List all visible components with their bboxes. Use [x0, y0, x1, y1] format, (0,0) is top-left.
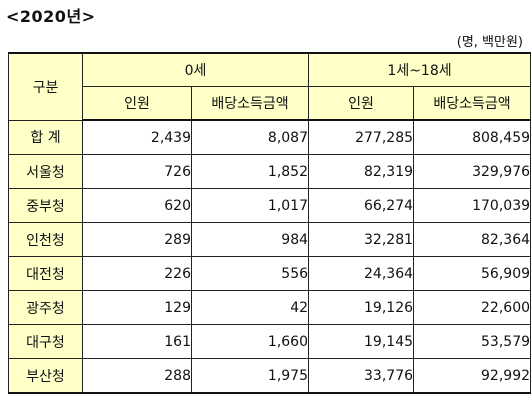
cell-amount-age-1-18: 82,364	[413, 222, 531, 257]
cell-amount-age-0: 984	[190, 222, 310, 257]
cell-amount-age-1-18: 329,976	[413, 154, 531, 189]
cell-amount-age-0: 1,660	[190, 324, 310, 359]
table-row: 인천청 289 984 32,281 82,364	[8, 222, 531, 257]
row-label: 부산청	[8, 358, 83, 394]
table-row: 서울청 726 1,852 82,319 329,976	[8, 154, 531, 189]
row-label: 중부청	[8, 188, 83, 223]
dividend-income-table: 구분 0세 1세~18세 인원 배당소득금액 인원 배당소득금액 합 계 2,4…	[8, 52, 531, 394]
cell-people-age-1-18: 19,145	[308, 324, 415, 359]
cell-amount-age-1-18: 808,459	[413, 119, 531, 155]
header-group-age-1-18: 1세~18세	[308, 52, 531, 87]
cell-people-age-1-18: 277,285	[308, 119, 415, 155]
cell-people-age-0: 129	[82, 290, 192, 325]
table-header: 구분 0세 1세~18세 인원 배당소득금액 인원 배당소득금액	[8, 52, 531, 121]
cell-amount-age-0: 8,087	[190, 119, 310, 155]
table-row: 대구청 161 1,660 19,145 53,579	[8, 324, 531, 359]
cell-people-age-1-18: 32,281	[308, 222, 415, 257]
cell-amount-age-1-18: 92,992	[413, 358, 531, 394]
table-row: 합 계 2,439 8,087 277,285 808,459	[8, 119, 531, 155]
row-label: 대구청	[8, 324, 83, 359]
cell-people-age-0: 620	[82, 188, 192, 223]
cell-people-age-0: 289	[82, 222, 192, 257]
cell-people-age-0: 226	[82, 256, 192, 291]
row-label: 인천청	[8, 222, 83, 257]
header-group-age-0: 0세	[81, 52, 310, 87]
cell-amount-age-0: 42	[190, 290, 310, 325]
header-people-age-1-18: 인원	[308, 86, 415, 121]
cell-amount-age-1-18: 170,039	[413, 188, 531, 223]
row-label: 대전청	[8, 256, 83, 291]
cell-people-age-1-18: 82,319	[308, 154, 415, 189]
table-title: <2020년>	[6, 7, 96, 26]
cell-people-age-0: 2,439	[82, 119, 192, 155]
table-row: 대전청 226 556 24,364 56,909	[8, 256, 531, 291]
row-label: 합 계	[8, 119, 83, 155]
cell-amount-age-0: 556	[190, 256, 310, 291]
header-amount-age-0: 배당소득금액	[190, 86, 310, 121]
header-category: 구분	[8, 52, 83, 121]
cell-people-age-1-18: 19,126	[308, 290, 415, 325]
cell-amount-age-1-18: 22,600	[413, 290, 531, 325]
table-row: 광주청 129 42 19,126 22,600	[8, 290, 531, 325]
cell-amount-age-1-18: 56,909	[413, 256, 531, 291]
table-row: 중부청 620 1,017 66,274 170,039	[8, 188, 531, 223]
row-label: 서울청	[8, 154, 83, 189]
cell-amount-age-1-18: 53,579	[413, 324, 531, 359]
header-row-columns: 인원 배당소득금액 인원 배당소득금액	[9, 86, 531, 121]
cell-amount-age-0: 1,852	[190, 154, 310, 189]
cell-people-age-1-18: 33,776	[308, 358, 415, 394]
cell-people-age-0: 288	[82, 358, 192, 394]
cell-people-age-0: 726	[82, 154, 192, 189]
header-row-groups: 구분 0세 1세~18세	[8, 52, 531, 121]
row-label: 광주청	[8, 290, 83, 325]
header-amount-age-1-18: 배당소득금액	[413, 86, 531, 121]
header-people-age-0: 인원	[82, 86, 192, 121]
cell-people-age-1-18: 66,274	[308, 188, 415, 223]
cell-amount-age-0: 1,017	[190, 188, 310, 223]
cell-amount-age-0: 1,975	[190, 358, 310, 394]
unit-note: (명, 백만원)	[456, 35, 523, 50]
table-body: 합 계 2,439 8,087 277,285 808,459 서울청 726 …	[8, 119, 531, 394]
table-row: 부산청 288 1,975 33,776 92,992	[8, 358, 531, 394]
cell-people-age-0: 161	[82, 324, 192, 359]
cell-people-age-1-18: 24,364	[308, 256, 415, 291]
